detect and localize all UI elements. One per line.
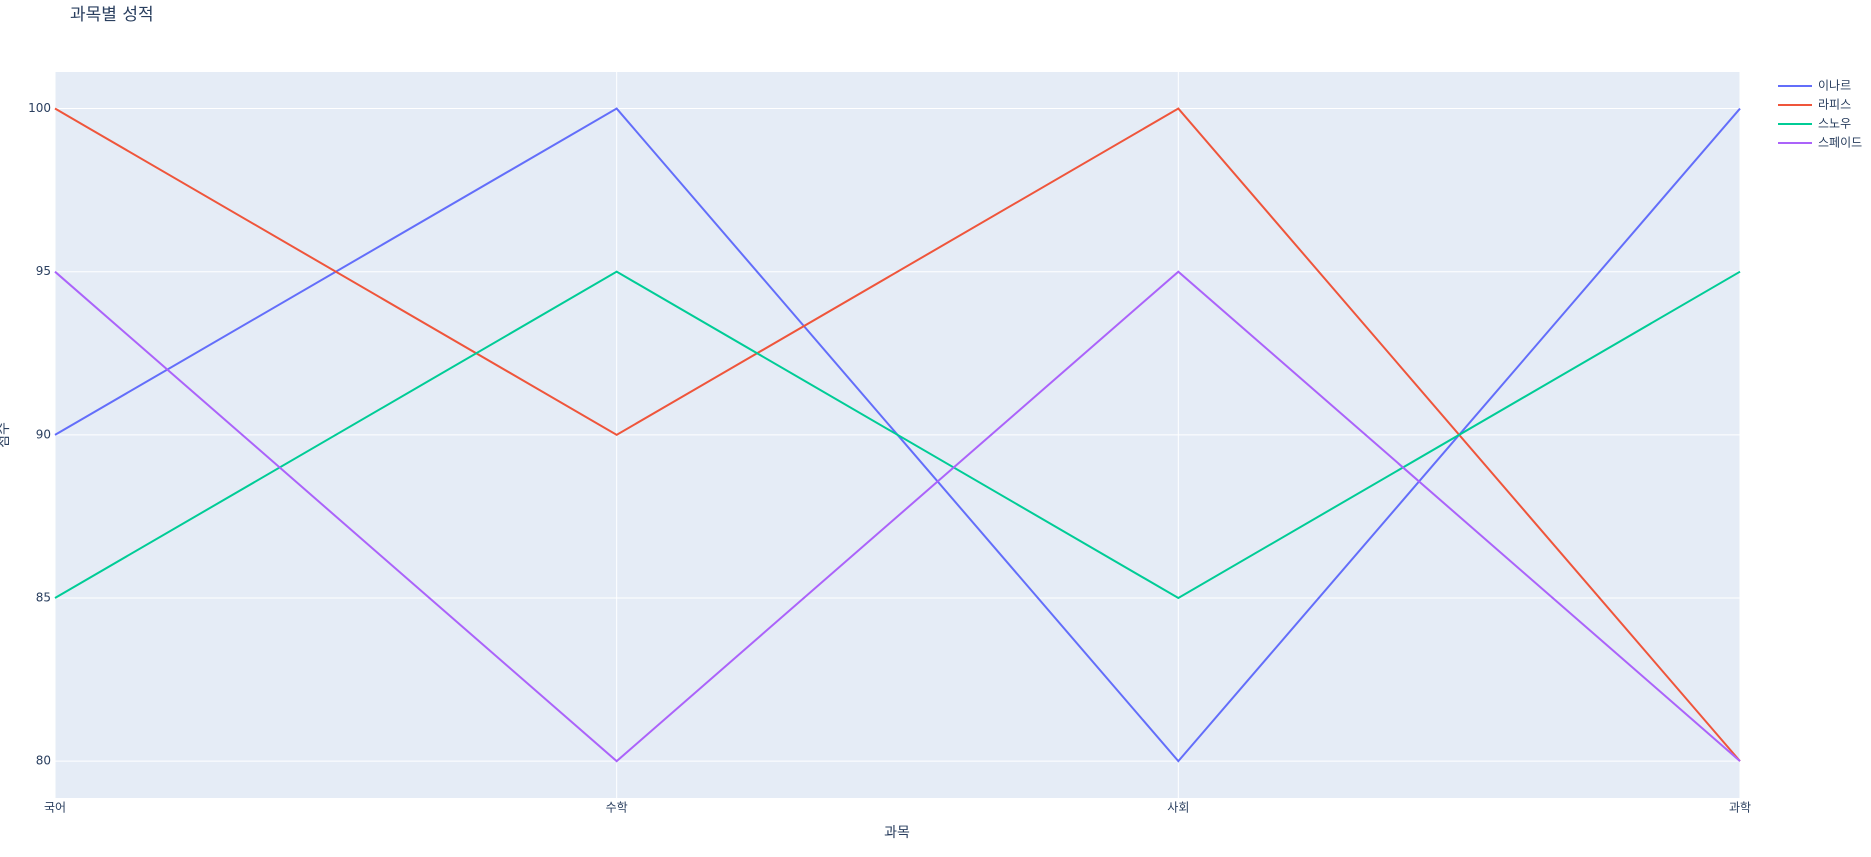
y-tick-label: 85 <box>36 590 51 604</box>
x-tick-label: 과학 <box>1729 801 1751 815</box>
chart-title: 과목별 성적 <box>70 5 154 25</box>
legend-label: 라피스 <box>1818 98 1851 112</box>
x-axis-title: 과목 <box>884 825 910 841</box>
legend-label: 스페이드 <box>1818 136 1862 150</box>
x-tick-label: 국어 <box>44 801 66 815</box>
y-tick-label: 90 <box>36 427 51 441</box>
line <box>54 270 1741 763</box>
y-tick-label: 95 <box>36 264 51 278</box>
line <box>54 270 1741 600</box>
legend-label: 이나르 <box>1818 79 1851 93</box>
y-axis-title: 점수 <box>0 422 12 448</box>
y-tick-label: 100 <box>28 101 51 115</box>
x-tick-label: 사회 <box>1167 801 1189 815</box>
x-tick-label: 수학 <box>606 801 628 815</box>
y-tick-label: 80 <box>36 754 51 768</box>
legend-label: 스노우 <box>1818 117 1851 131</box>
